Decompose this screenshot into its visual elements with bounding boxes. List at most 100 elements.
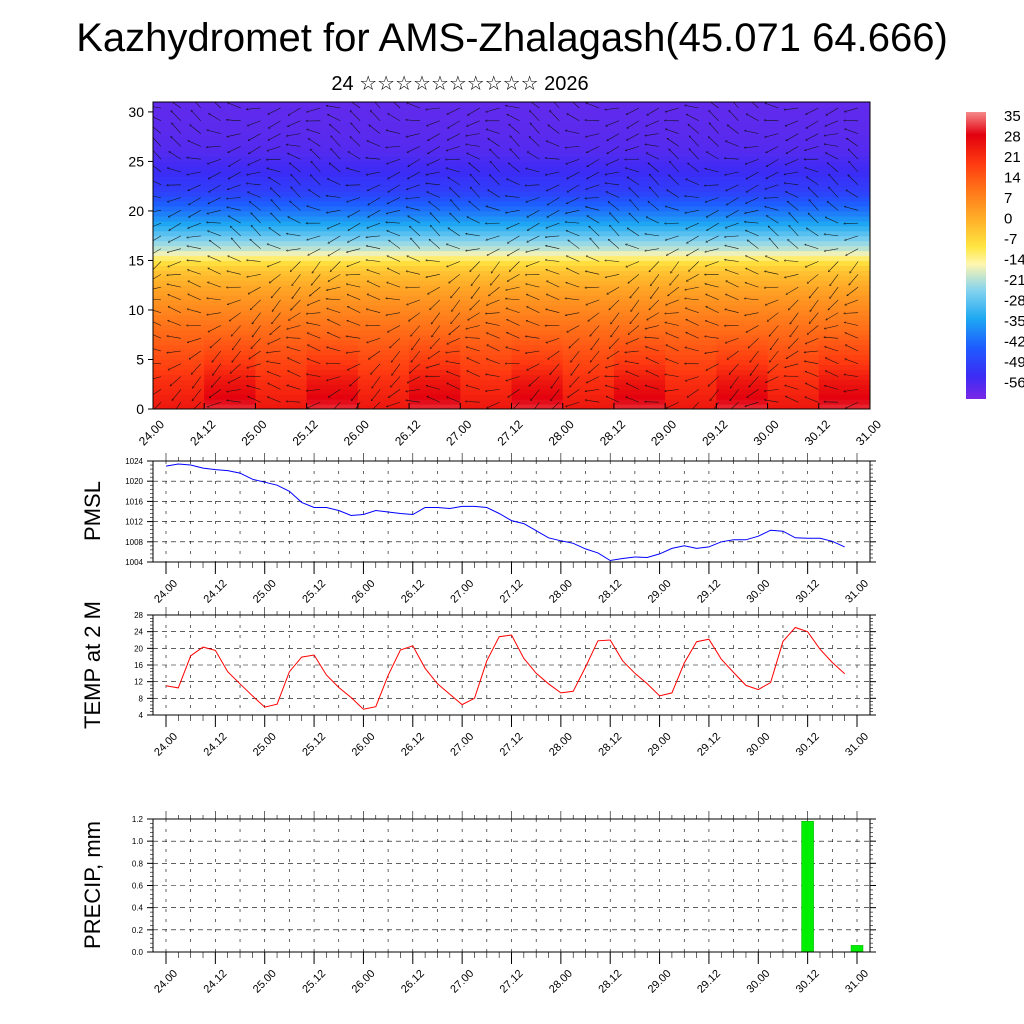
wind-vector: [707, 152, 719, 160]
wind-vector: [807, 177, 819, 186]
shading-cell: [409, 270, 461, 276]
shading-cell: [511, 181, 564, 187]
wind-vector: [649, 261, 660, 272]
shading-cell: [357, 111, 410, 118]
wind-vector: [310, 286, 321, 296]
shading-cell: [716, 161, 769, 167]
shading-cell: [357, 329, 410, 336]
shading-cell: [357, 339, 410, 346]
wind-vector: [808, 213, 819, 224]
wind-vector: [830, 286, 839, 298]
wind-vector: [827, 202, 839, 211]
shading-cell: [767, 275, 820, 281]
shading-cell: [511, 270, 564, 276]
shading-cell: [767, 166, 820, 172]
shading-cell: [306, 270, 359, 276]
wind-vector: [725, 309, 739, 313]
shading-cell: [613, 230, 666, 237]
wind-vector: [589, 226, 600, 237]
shading-cell: [204, 339, 257, 346]
x-tick-label: 24.00: [152, 968, 180, 996]
shading-cell: [357, 225, 410, 232]
wind-vector: [810, 299, 819, 311]
wind-vector: [626, 146, 640, 150]
wind-vector: [725, 235, 739, 237]
wind-vector: [586, 271, 600, 275]
wind-vector: [407, 376, 421, 383]
wind-vector: [372, 376, 381, 388]
wind-vector: [786, 158, 799, 165]
shading-cell: [204, 359, 257, 366]
wind-vector: [805, 397, 819, 403]
shading-cell: [716, 379, 769, 385]
wind-vector: [706, 210, 719, 217]
shading-cell: [562, 260, 615, 266]
wind-vector: [288, 217, 301, 224]
shading-cell: [613, 364, 666, 370]
shading-cell: [562, 225, 615, 232]
shading-cell: [562, 116, 615, 123]
shading-cell: [511, 210, 564, 217]
wind-vector: [411, 238, 421, 249]
wind-vector: [452, 299, 461, 311]
shading-cell: [409, 250, 461, 257]
wind-vector: [805, 361, 819, 365]
shading-cell: [818, 394, 870, 400]
wind-vector: [267, 244, 281, 249]
shading-cell: [613, 280, 666, 286]
wind-vector: [291, 261, 301, 272]
wind-vector: [328, 248, 341, 256]
shading-cell: [460, 369, 513, 375]
shading-cell: [613, 379, 666, 385]
wind-vector: [212, 350, 222, 362]
wind-vector: [709, 102, 719, 109]
shading-cell: [460, 166, 513, 172]
wind-vector: [486, 389, 500, 391]
shading-cell: [562, 349, 615, 356]
y-tick-label: 1004: [125, 558, 143, 567]
shading-cell: [562, 215, 615, 222]
shading-cell: [767, 290, 820, 296]
wind-vector: [825, 371, 839, 377]
shading-cell: [665, 364, 717, 370]
shading-cell: [153, 349, 205, 356]
wind-vector: [426, 183, 440, 186]
shading-cell: [204, 196, 257, 202]
shading-cell: [460, 354, 513, 361]
shading-cell: [409, 126, 461, 133]
wind-vector: [172, 389, 182, 400]
shading-cell: [357, 300, 410, 306]
wind-vector: [388, 325, 401, 333]
temp-series: [165, 626, 846, 710]
shading-cell: [255, 305, 308, 311]
shading-cell: [562, 245, 615, 252]
shading-cell: [767, 116, 820, 123]
shading-cell: [306, 141, 359, 148]
wind-vector: [328, 115, 341, 122]
y-tick-label: 0.8: [132, 859, 144, 868]
wind-vector: [570, 376, 580, 387]
wind-vector: [350, 376, 361, 386]
wind-vector: [189, 197, 201, 205]
shading-cell: [255, 399, 308, 405]
wind-vector: [467, 120, 480, 127]
x-tick-label: 30.00: [744, 578, 772, 606]
shading-cell: [665, 131, 717, 138]
shading-cell: [153, 280, 205, 286]
wind-vector: [271, 286, 281, 298]
wind-vector: [446, 146, 460, 150]
wind-vector: [807, 325, 819, 335]
shading-cell: [562, 111, 615, 118]
wind-vector: [546, 309, 560, 313]
shading-cell: [767, 369, 820, 375]
shading-cell: [306, 126, 359, 133]
shading-cell: [409, 196, 461, 202]
wind-vector: [686, 333, 699, 339]
wind-vector: [785, 120, 799, 126]
shading-cell: [204, 245, 257, 252]
shading-cell: [613, 245, 666, 252]
x-tick-label: 24.12: [202, 731, 230, 759]
shading-cell: [204, 290, 257, 296]
shading-cell: [357, 275, 410, 281]
wind-vector: [765, 103, 779, 109]
